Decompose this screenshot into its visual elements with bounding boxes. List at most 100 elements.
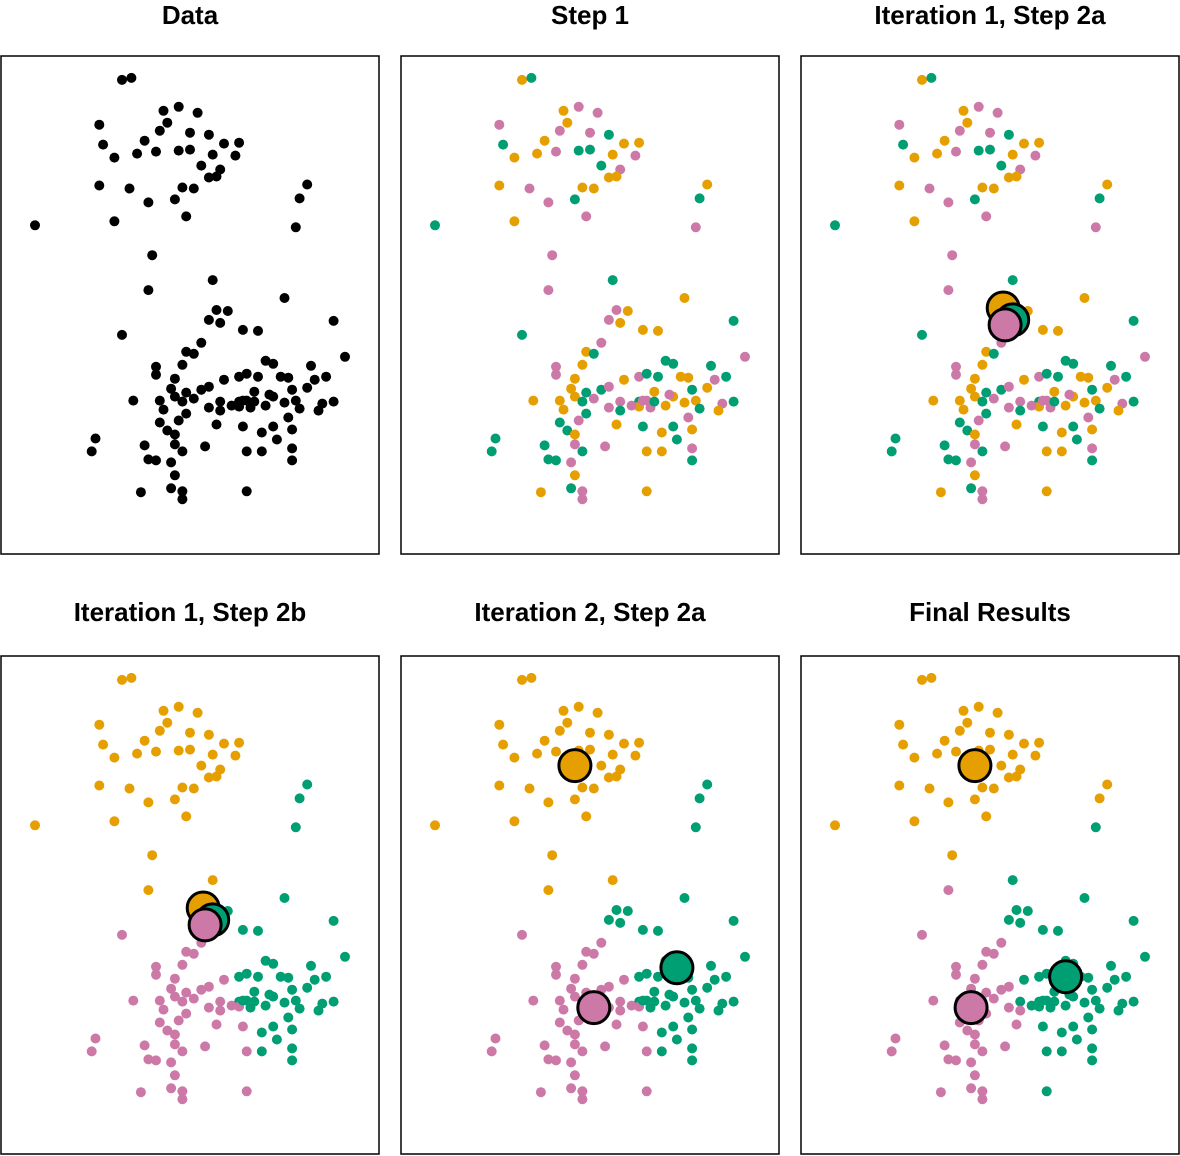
- data-point: [637, 924, 648, 935]
- data-point: [622, 306, 633, 316]
- scatter-panel-step1: [400, 55, 780, 555]
- data-point: [158, 1004, 169, 1015]
- data-point: [653, 925, 663, 936]
- data-point: [1037, 395, 1048, 406]
- data-point: [935, 1087, 946, 1098]
- data-point: [668, 421, 679, 432]
- data-point: [283, 1012, 294, 1023]
- data-point: [1015, 1005, 1026, 1016]
- data-point: [588, 183, 599, 194]
- data-point: [203, 129, 214, 140]
- data-point: [977, 959, 988, 970]
- data-point: [268, 421, 279, 432]
- data-point: [290, 395, 301, 406]
- data-point: [169, 470, 180, 481]
- data-point: [1075, 371, 1086, 382]
- data-point: [196, 160, 207, 171]
- data-point: [139, 735, 150, 746]
- data-point: [279, 293, 290, 303]
- data-point: [177, 959, 188, 970]
- data-point: [158, 404, 169, 415]
- data-point: [249, 996, 260, 1007]
- data-point: [690, 995, 701, 1006]
- data-point: [917, 74, 927, 85]
- data-point: [219, 974, 229, 985]
- data-point: [551, 1055, 561, 1066]
- data-point: [226, 400, 237, 411]
- data-point: [656, 1027, 667, 1038]
- data-point: [237, 924, 248, 935]
- data-point: [203, 172, 214, 183]
- data-point: [128, 395, 139, 406]
- data-point: [1007, 749, 1018, 760]
- data-point: [154, 417, 165, 428]
- data-point: [158, 105, 169, 116]
- data-point: [653, 325, 663, 336]
- data-point: [230, 750, 241, 761]
- data-point: [543, 197, 554, 208]
- data-point: [177, 486, 188, 497]
- data-point: [637, 1021, 648, 1032]
- data-point: [188, 783, 199, 794]
- data-point: [577, 782, 588, 793]
- data-point: [268, 1021, 279, 1032]
- data-point: [1003, 981, 1014, 992]
- data-point: [1015, 996, 1026, 1007]
- centroid-green: [659, 950, 695, 986]
- data-point: [256, 1027, 267, 1038]
- data-point: [943, 885, 954, 896]
- data-point: [992, 107, 1003, 118]
- data-point: [603, 172, 614, 183]
- data-point: [928, 995, 939, 1006]
- data-point: [988, 348, 999, 359]
- data-point: [154, 125, 165, 136]
- data-point: [687, 424, 698, 435]
- data-point: [192, 707, 203, 718]
- data-point: [181, 1008, 192, 1019]
- data-point: [260, 955, 271, 966]
- data-point: [607, 275, 618, 286]
- data-point: [526, 72, 537, 83]
- data-point: [1019, 974, 1029, 985]
- data-point: [740, 351, 750, 362]
- data-point: [173, 101, 184, 112]
- data-point: [509, 152, 520, 163]
- data-point: [494, 180, 505, 191]
- data-point: [977, 359, 988, 370]
- data-point: [943, 1054, 954, 1065]
- data-point: [340, 951, 350, 962]
- data-point: [283, 412, 294, 423]
- data-point: [1087, 384, 1098, 395]
- data-point: [215, 405, 226, 416]
- data-point: [154, 395, 165, 406]
- data-point: [211, 1019, 222, 1030]
- data-point: [683, 412, 694, 423]
- data-point: [637, 421, 648, 432]
- data-point: [551, 455, 561, 466]
- data-point: [679, 997, 690, 1008]
- data-point: [124, 183, 135, 194]
- data-point: [215, 317, 226, 328]
- data-point: [573, 415, 584, 426]
- data-point: [1079, 397, 1090, 408]
- data-point: [917, 674, 927, 685]
- data-point: [969, 1029, 980, 1040]
- data-point: [886, 446, 897, 457]
- data-point: [1071, 434, 1082, 445]
- data-point: [532, 748, 543, 759]
- data-point: [585, 744, 595, 755]
- data-point: [524, 183, 535, 194]
- data-point: [264, 389, 275, 400]
- data-point: [977, 486, 988, 497]
- data-point: [649, 386, 660, 397]
- data-point: [86, 446, 97, 457]
- data-point: [898, 139, 909, 150]
- data-point: [486, 1046, 497, 1057]
- data-point: [200, 1041, 211, 1052]
- data-point: [1087, 1043, 1098, 1054]
- data-point: [241, 486, 252, 497]
- data-point: [1109, 974, 1120, 985]
- data-point: [294, 403, 305, 414]
- data-point: [649, 396, 660, 407]
- data-point: [302, 779, 313, 790]
